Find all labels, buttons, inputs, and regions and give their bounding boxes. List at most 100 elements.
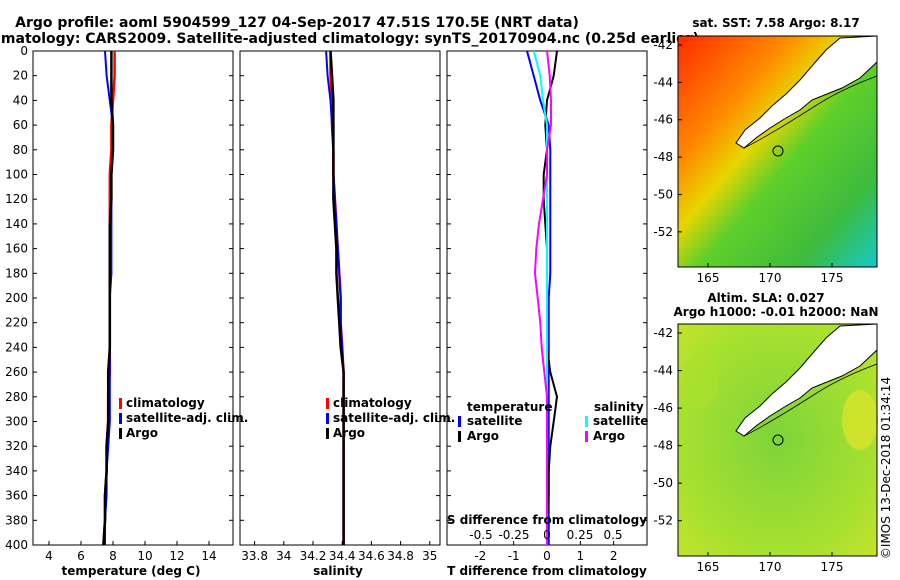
s-diff-tick-label: 0.25 [567, 528, 594, 542]
lon-tick-label: 170 [759, 271, 782, 285]
argo-position-marker [772, 145, 784, 157]
lat-tick-label: -50 [653, 476, 673, 490]
sla-coast-contour [743, 363, 878, 437]
depth-tick-label: 200 [5, 291, 28, 305]
x-tick-label: 35 [422, 549, 437, 563]
temperature-series [102, 50, 116, 546]
depth-tick-label: 380 [5, 513, 28, 527]
lat-tick-label: -44 [653, 364, 673, 378]
difference-legend: temperaturesatelliteArgosalinitysatellit… [458, 400, 648, 443]
lat-tick-label: -42 [653, 326, 673, 340]
salinity-panel: 33.8 34 34.2 34.4 34.6 34.8 35 climatologysate… [239, 50, 455, 578]
x-tick-label: 34.4 [329, 549, 356, 563]
legend-swatch [326, 428, 329, 439]
legend-swatch [326, 413, 329, 424]
series-line-argo [102, 51, 115, 546]
sla-map-ticks: -42 -44 -46 -48 -50 -52 165 170 175 [653, 326, 843, 574]
lat-tick-label: -50 [653, 187, 673, 201]
sla-anomaly-patch [682, 352, 718, 408]
lon-tick-label: 165 [697, 271, 720, 285]
imos-credit: ©IMOS 13-Dec-2018 01:34:14 [879, 377, 893, 559]
sst-map-frame [677, 35, 878, 268]
lat-tick-label: -48 [653, 439, 673, 453]
series-line-satellite-adj-clim- [325, 50, 345, 545]
difference-s-ticks: -0.5 -0.25 0 0.25 0.5 [469, 528, 622, 542]
depth-tick-label: 60 [13, 118, 28, 132]
legend-swatch [585, 431, 588, 442]
x-tick-label: 0 [543, 549, 551, 563]
depth-tick-label: 300 [5, 415, 28, 429]
lon-tick-label: 175 [821, 560, 844, 574]
x-tick-label: 4 [45, 549, 53, 563]
legend-swatch [326, 398, 329, 409]
x-tick-label: -2 [474, 549, 486, 563]
series-line-salinity-argo [533, 50, 552, 545]
x-tick-label: 6 [77, 549, 85, 563]
x-tick-label: 14 [201, 549, 216, 563]
depth-axis: 0 20 40 60 80 100 120 140 160 180 200 220 240 260 280 3… [5, 44, 28, 552]
legend-label: Argo [467, 429, 499, 443]
sla-map-title-2: Argo h1000: -0.01 h2000: NaN [673, 305, 878, 319]
x-tick-label: 34.2 [300, 549, 327, 563]
sla-anomaly-patch [842, 390, 878, 450]
depth-tick-label: 260 [5, 365, 28, 379]
title-line-1: Argo profile: aoml 5904599_127 04-Sep-20… [15, 15, 579, 31]
legend-swatch [119, 428, 122, 439]
lat-tick-label: -44 [653, 75, 673, 89]
legend-swatch [585, 416, 588, 427]
lon-tick-label: 175 [821, 271, 844, 285]
difference-x-ticks: -2 -1 0 1 2 [447, 50, 647, 563]
lon-tick-label: 165 [697, 560, 720, 574]
depth-tick-label: 180 [5, 266, 28, 280]
temperature-xlabel: temperature (deg C) [62, 564, 201, 578]
lat-tick-label: -46 [653, 113, 673, 127]
depth-tick-label: 160 [5, 242, 28, 256]
lat-tick-label: -52 [653, 514, 673, 528]
sst-map-title: sat. SST: 7.58 Argo: 8.17 [692, 16, 859, 30]
legend-label: climatology [126, 396, 205, 410]
depth-tick-label: 400 [5, 538, 28, 552]
temperature-axes-box [32, 50, 234, 546]
legend-swatch [119, 413, 122, 424]
x-tick-label: 1 [577, 549, 585, 563]
legend-label: satellite-adj. clim. [333, 411, 455, 425]
depth-tick-label: 0 [20, 44, 28, 58]
x-tick-label: 33.8 [241, 549, 268, 563]
salinity-series [325, 50, 345, 545]
depth-tick-label: 280 [5, 390, 28, 404]
x-tick-label: 12 [169, 549, 184, 563]
legend-label: satellite-adj. clim. [126, 411, 248, 425]
sst-map: sat. SST: 7.58 Argo: 8.17 -42 -44 -46 -48 -5… [653, 16, 878, 285]
depth-tick-label: 220 [5, 316, 28, 330]
depth-tick-label: 320 [5, 439, 28, 453]
sla-map-title-1: Altim. SLA: 0.027 [707, 291, 824, 305]
legend-swatch [119, 398, 122, 409]
x-tick-label: 2 [610, 549, 618, 563]
sst-coast-contour [743, 75, 878, 149]
s-diff-tick-label: -0.25 [498, 528, 529, 542]
x-tick-label: 34 [276, 549, 291, 563]
legend-label: satellite [467, 414, 522, 428]
lat-tick-label: -46 [653, 401, 673, 415]
x-tick-label: -1 [508, 549, 520, 563]
depth-tick-label: 240 [5, 340, 28, 354]
depth-tick-label: 140 [5, 217, 28, 231]
legend-swatch [458, 416, 461, 427]
s-diff-tick-label: -0.5 [469, 528, 492, 542]
difference-xlabel: T difference from climatology [447, 564, 647, 578]
sst-map-ticks: -42 -44 -46 -48 -50 -52 165 170 175 [653, 38, 843, 285]
s-diff-tick-label: 0.5 [603, 528, 622, 542]
legend-label: Argo [333, 426, 365, 440]
salinity-xlabel: salinity [313, 564, 363, 578]
x-tick-label: 8 [109, 549, 117, 563]
lat-tick-label: -42 [653, 38, 673, 52]
argo-position-marker [772, 434, 784, 446]
depth-tick-label: 100 [5, 168, 28, 182]
depth-tick-label: 360 [5, 489, 28, 503]
legend-label: Argo [593, 429, 625, 443]
series-line-argo [329, 50, 345, 545]
x-tick-label: 10 [137, 549, 152, 563]
lat-tick-label: -52 [653, 225, 673, 239]
s-diff-tick-label: 0 [543, 528, 551, 542]
